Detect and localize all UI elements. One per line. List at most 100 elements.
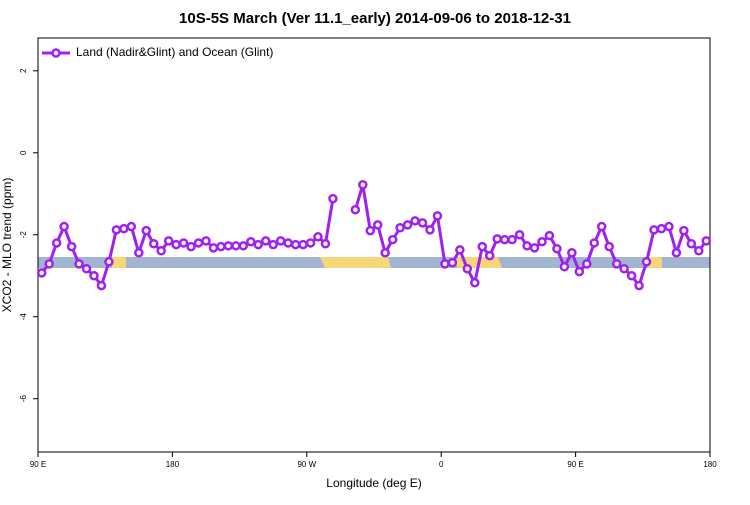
data-point [358,179,368,190]
data-point [634,280,644,291]
data-point [694,245,704,256]
data-point [470,277,480,288]
data-point [387,234,398,245]
data-point [350,204,361,215]
data-point [231,241,241,251]
data-point [253,239,264,250]
data-point [141,225,152,236]
data-point [283,238,293,248]
plot-frame [37,37,711,453]
data-point [649,225,659,235]
data-point [51,238,62,248]
data-point [119,223,129,234]
data-point [417,218,428,228]
data-point [499,234,510,245]
legend-marker [51,48,61,58]
data-point [455,245,465,255]
y-tick-label: -2 [19,231,28,239]
data-point [395,223,405,233]
y-axis-label: XCO2 - MLO trend (ppm) [0,178,14,313]
data-point [582,259,592,269]
data-point [567,248,577,258]
data-point [596,221,607,232]
y-tick-label: -4 [19,313,28,321]
data-point [246,236,256,247]
data-point [290,239,301,250]
data-point [223,241,234,251]
data-point [156,245,166,256]
data-point [201,236,211,246]
data-point [208,243,219,253]
data-point [313,232,323,242]
data-point [432,211,443,221]
data-point [701,236,712,246]
series-line [40,184,708,289]
data-point [679,225,689,236]
x-tick-label: 180 [703,460,717,469]
x-tick-label: 180 [166,460,180,469]
x-tick-label: 90 E [30,460,46,469]
data-point [492,234,502,244]
data-point [178,238,189,248]
data-point [574,266,585,277]
data-point [134,248,144,258]
data-point [126,221,137,232]
data-point [186,241,196,252]
data-point [410,216,420,226]
data-point [216,241,226,252]
data-point [671,248,682,258]
data-point [664,221,674,232]
data-point [537,236,547,247]
data-point [66,241,77,252]
data-point [589,238,600,248]
data-point [514,230,525,240]
data-point [380,248,390,258]
data-point [104,257,114,267]
data-point [425,225,435,235]
data-point [611,259,622,269]
data-point [268,239,278,250]
data-point [462,264,473,274]
data-point [163,236,174,246]
chart-title: 10S-5S March (Ver 11.1_early) 2014-09-06… [179,10,571,27]
data-point [111,225,122,235]
data-point [619,264,629,274]
data-point [275,236,286,246]
data-point [402,220,413,230]
x-tick-label: 0 [439,460,444,469]
data-point [641,257,652,267]
data-point [89,270,99,281]
data-point [81,264,92,274]
data-point [484,250,495,261]
data-point [74,259,84,269]
data-point [522,241,532,251]
y-tick-label: 0 [19,150,28,155]
data-point [507,234,517,245]
data-point [529,243,540,253]
data-point [440,259,450,269]
data-point [44,259,54,269]
data-point [656,223,667,234]
data-point [447,257,458,268]
data-point [372,220,383,230]
data-point [552,243,562,254]
data-point [544,230,555,241]
data-point [365,225,376,236]
data-point [193,238,204,248]
data-point [59,221,69,232]
data-point [559,261,570,272]
data-point [477,241,488,252]
x-tick-label: 90 W [297,460,316,469]
data-point [148,239,159,249]
data-point [320,239,331,249]
x-tick-label: 90 E [567,460,583,469]
data-point [96,280,107,291]
data-point [238,241,249,251]
y-tick-label: 2 [19,68,28,73]
y-tick-label: -6 [19,395,28,403]
x-axis-label: Longitude (deg E) [326,476,421,490]
data-point [686,239,697,249]
data-point [604,241,614,252]
data-point [171,239,181,250]
